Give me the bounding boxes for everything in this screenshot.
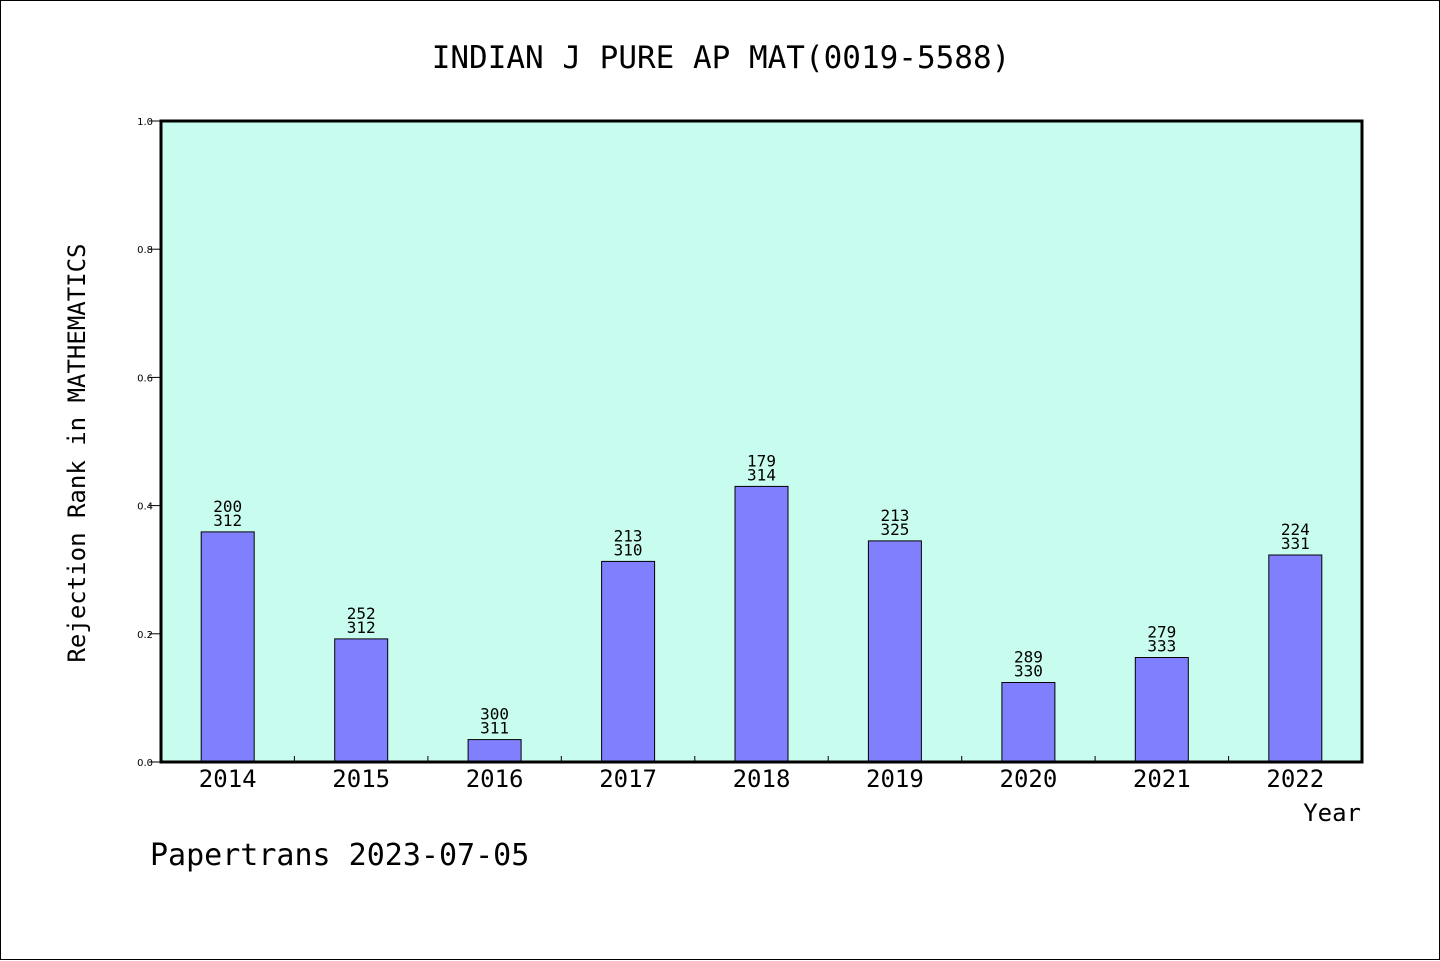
footer-text: Papertrans 2023-07-05 [150, 838, 529, 873]
y-tick-label: 0.6 [137, 373, 153, 384]
data-label-bottom: 325 [880, 520, 909, 539]
y-tick-label: 0.0 [137, 758, 153, 769]
x-tick-label: 2019 [866, 765, 924, 793]
bar-2021 [1134, 657, 1189, 763]
x-tick-label: 2020 [1000, 765, 1058, 793]
data-label-bottom: 314 [747, 465, 776, 484]
x-tick-label: 2022 [1266, 765, 1324, 793]
data-label-top: 200 [213, 497, 242, 516]
bar-2017 [601, 560, 656, 763]
bar-2020 [1001, 682, 1056, 763]
data-label-bottom: 310 [614, 540, 643, 559]
bars-group [200, 485, 1323, 763]
plot-border [159, 119, 1364, 764]
x-axis: 2014 2015 2016 2017 2018 2019 2020 2021 2022 [199, 756, 1324, 793]
bar-2014 [200, 531, 255, 763]
data-label-top: 213 [880, 506, 909, 525]
x-tick-label: 2016 [466, 765, 524, 793]
bar-2018 [734, 485, 789, 763]
x-tick-label: 2021 [1133, 765, 1191, 793]
data-label-bottom: 330 [1014, 662, 1043, 681]
y-tick-label: 0.8 [137, 245, 153, 256]
data-label-top: 224 [1281, 520, 1310, 539]
bar-2022 [1268, 554, 1323, 763]
data-label-top: 279 [1147, 623, 1176, 642]
bar-2019 [867, 540, 922, 763]
data-label-bottom: 331 [1281, 534, 1310, 553]
x-tick-label: 2017 [599, 765, 657, 793]
y-tick-label: 1.0 [137, 117, 153, 128]
x-tick-label: 2014 [199, 765, 257, 793]
data-label-top: 289 [1014, 648, 1043, 667]
data-label-top: 300 [480, 705, 509, 724]
chart-title: INDIAN J PURE AP MAT(0019-5588) [432, 40, 1011, 76]
data-label-bottom: 333 [1147, 637, 1176, 656]
data-label-bottom: 311 [480, 719, 509, 738]
bar-2015 [334, 638, 389, 763]
data-label-bottom: 312 [347, 618, 376, 637]
data-label-top: 213 [614, 526, 643, 545]
y-tick-label: 0.4 [137, 502, 153, 513]
x-axis-title: Year [1303, 799, 1361, 827]
bar-2016 [467, 739, 522, 763]
y-axis-title: Rejection Rank in MATHEMATICS [63, 243, 91, 662]
y-axis: 0.0 0.2 0.4 0.6 0.8 1.0 [137, 117, 161, 769]
data-label-bottom: 312 [213, 511, 242, 530]
data-label-top: 252 [347, 604, 376, 623]
x-tick-label: 2018 [733, 765, 791, 793]
y-tick-label: 0.2 [137, 630, 153, 641]
data-label-top: 179 [747, 451, 776, 470]
x-tick-label: 2015 [332, 765, 390, 793]
data-labels-group: 2003122523123003112133101793142133252893… [213, 451, 1310, 737]
